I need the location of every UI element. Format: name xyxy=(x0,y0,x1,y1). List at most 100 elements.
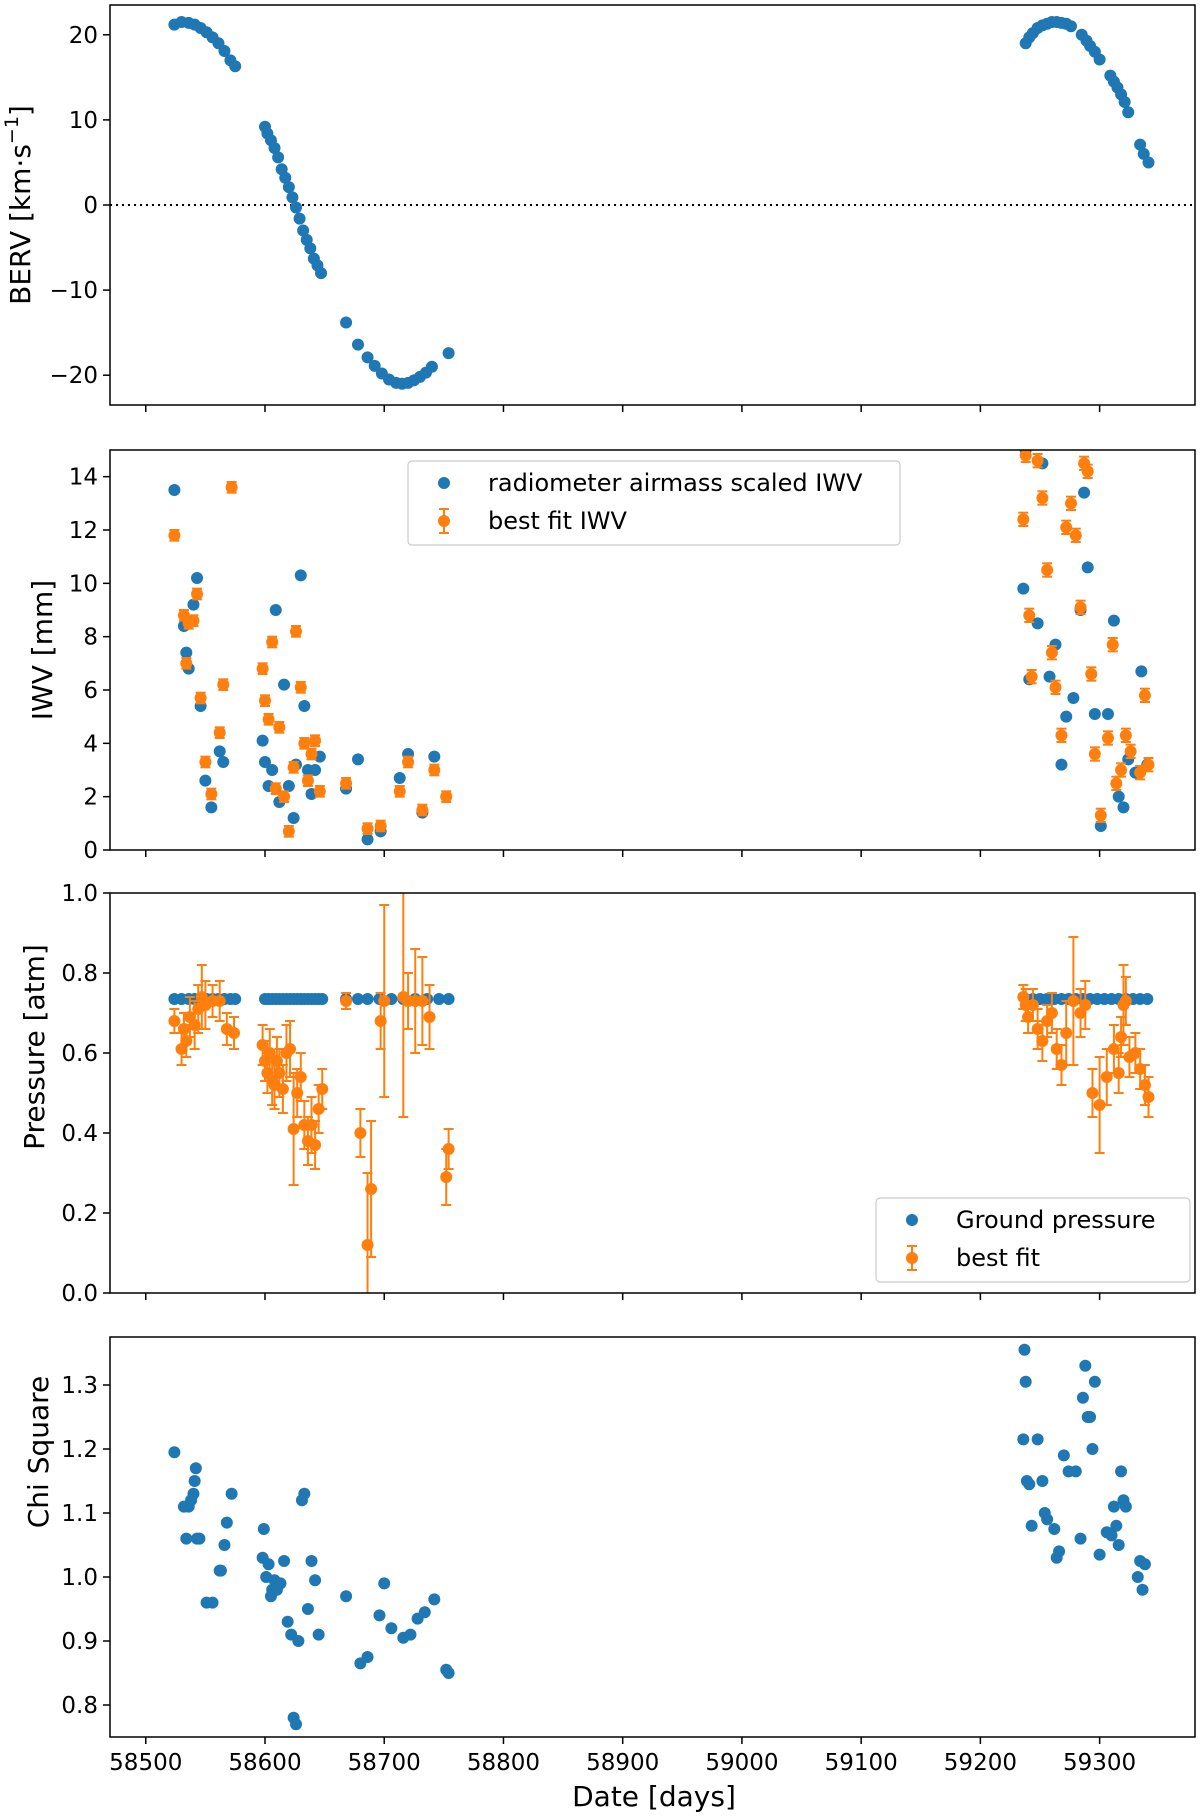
iwv-data-point xyxy=(259,756,271,768)
chi-data-point xyxy=(1093,1548,1106,1561)
berv-data-point xyxy=(361,351,374,364)
iwv-data-point xyxy=(1101,732,1114,744)
chi-data-point xyxy=(225,1487,238,1500)
pressure-data-point xyxy=(442,993,455,1005)
chi-ytick-label: 0.8 xyxy=(61,1693,98,1719)
chi-data-point xyxy=(1019,1375,1032,1388)
berv-data-point xyxy=(268,141,281,154)
iwv-data-point xyxy=(1134,766,1147,779)
iwv-series-3 xyxy=(1017,450,1155,823)
berv-ytick-label: 20 xyxy=(69,23,98,49)
iwv-data-point xyxy=(352,753,364,766)
iwv-data-point xyxy=(298,737,311,750)
chi-data-point xyxy=(1079,1359,1092,1372)
pressure-data-point xyxy=(309,1139,322,1151)
pressure-data-point xyxy=(1119,995,1132,1007)
chi-data-point xyxy=(1110,1519,1123,1532)
pressure-ytick-label: 0.6 xyxy=(61,1041,98,1067)
pressure-data-point xyxy=(229,993,242,1005)
chi-data-point xyxy=(1025,1519,1038,1532)
chi-data-point xyxy=(404,1628,417,1641)
iwv-data-point xyxy=(305,748,318,760)
pressure-legend-entry: best fit xyxy=(956,1244,1040,1272)
iwv-data-point xyxy=(1081,561,1094,574)
pressure-data-point xyxy=(340,995,353,1007)
chi-panel: 0.8 0.9 1.0 1.1 1.2 1.3 58500 58600 58700 58800 58… xyxy=(61,1336,1196,1776)
chi-data-point xyxy=(262,1558,275,1571)
berv-data-point xyxy=(1118,96,1131,109)
pressure-plot-area xyxy=(168,893,1155,1293)
pressure-data-point xyxy=(440,1171,453,1183)
pressure-data-point xyxy=(442,1143,455,1155)
berv-data-point xyxy=(229,60,242,73)
iwv-data-point xyxy=(309,764,322,776)
iwv-data-point xyxy=(1036,492,1049,504)
chi-data-point xyxy=(220,1516,233,1529)
chi-data-point xyxy=(1031,1433,1044,1446)
iwv-data-point xyxy=(1101,708,1114,720)
chi-xtick-label: 59000 xyxy=(705,1750,778,1776)
chi-data-point xyxy=(1018,1343,1031,1356)
pressure-data-point xyxy=(1079,999,1092,1011)
berv-data-point xyxy=(1065,20,1077,33)
iwv-ytick-label: 0 xyxy=(83,838,98,864)
pressure-data-point xyxy=(276,1083,289,1095)
iwv-data-point xyxy=(205,788,218,800)
iwv-data-point xyxy=(282,825,295,838)
iwv-data-point xyxy=(1041,564,1054,576)
iwv-data-point xyxy=(187,598,200,611)
iwv-data-point xyxy=(1085,668,1098,680)
chi-ylabel: Chi Square xyxy=(22,1376,55,1529)
iwv-data-point xyxy=(1124,745,1137,758)
iwv-data-point xyxy=(1017,582,1030,595)
chi-data-point xyxy=(1131,1571,1144,1583)
iwv-data-point xyxy=(309,734,322,747)
pressure-data-point xyxy=(361,993,374,1005)
chi-data-point xyxy=(1057,1449,1070,1462)
iwv-data-point xyxy=(287,761,300,774)
chi-data-point xyxy=(214,1564,227,1577)
iwv-data-point xyxy=(180,646,193,659)
chi-axes-frame xyxy=(109,1336,1196,1738)
berv-ylabel-dot: · xyxy=(4,159,37,168)
iwv-data-point xyxy=(1117,801,1130,814)
iwv-data-point xyxy=(191,588,204,600)
pressure-data-point xyxy=(423,1011,436,1023)
berv-ytick-label: 10 xyxy=(69,108,98,134)
iwv-data-point xyxy=(287,812,300,824)
iwv-data-point xyxy=(1142,758,1155,771)
chi-data-point xyxy=(1036,1475,1049,1487)
chi-data-point xyxy=(1088,1375,1101,1388)
pressure-data-point xyxy=(1067,995,1080,1007)
chi-ytick-label: 0.9 xyxy=(61,1629,98,1655)
chi-data-point xyxy=(188,1475,201,1487)
chi-data-point xyxy=(1023,1478,1036,1491)
berv-data-point xyxy=(297,224,310,237)
iwv-data-point xyxy=(194,692,207,704)
chi-data-point xyxy=(309,1574,322,1587)
chi-data-point xyxy=(378,1577,391,1590)
chi-data-point xyxy=(1115,1465,1128,1478)
iwv-data-point xyxy=(313,785,326,798)
iwv-data-point xyxy=(1017,513,1030,526)
iwv-data-point xyxy=(1135,665,1148,678)
pressure-data-point xyxy=(213,995,226,1007)
berv-data-point xyxy=(286,191,299,204)
iwv-data-point xyxy=(278,678,291,691)
iwv-data-point xyxy=(393,785,406,798)
pressure-panel: 0.0 0.2 0.4 0.6 0.8 1.0 Ground pressure best fi… xyxy=(61,881,1196,1307)
pressure-data-point xyxy=(1141,993,1154,1005)
iwv-data-point xyxy=(1110,777,1123,790)
chi-data-point xyxy=(292,1635,305,1647)
chi-data-point xyxy=(290,1718,302,1731)
iwv-data-point xyxy=(187,614,200,627)
iwv-data-point xyxy=(213,745,226,758)
chi-xtick-label: 58500 xyxy=(109,1750,182,1776)
chi-data-point xyxy=(373,1609,386,1622)
berv-data-point xyxy=(304,242,317,255)
iwv-ytick-label: 6 xyxy=(83,678,98,704)
berv-data-point xyxy=(1134,138,1147,151)
iwv-data-point xyxy=(217,678,230,691)
iwv-data-point xyxy=(428,750,441,763)
